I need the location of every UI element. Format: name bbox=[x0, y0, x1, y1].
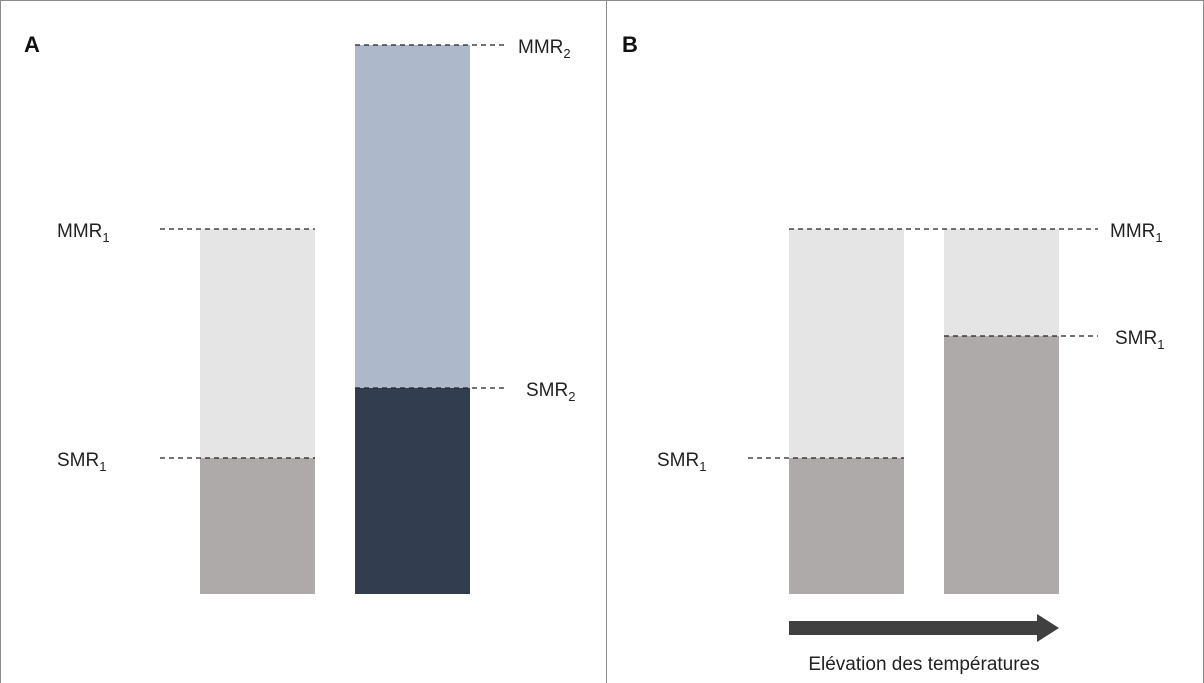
a-mmr2-label: MMR2 bbox=[518, 37, 571, 61]
panel-b: B SMR1 SMR1 MMR1 Elévation des températu… bbox=[622, 32, 1164, 675]
a-bar1-smr-segment bbox=[200, 458, 315, 594]
a-smr1-label: SMR1 bbox=[57, 450, 106, 474]
temperature-arrow bbox=[789, 614, 1059, 642]
a-smr2-label: SMR2 bbox=[526, 380, 575, 404]
panel-b-letter: B bbox=[622, 32, 638, 57]
a-bar2-mmr-segment bbox=[355, 45, 470, 388]
b-bar1-mmr-segment bbox=[789, 229, 904, 458]
b-bar2-smr-segment bbox=[944, 336, 1059, 594]
b-bar1-smr-segment bbox=[789, 458, 904, 594]
panel-a-letter: A bbox=[24, 32, 40, 57]
a-bar2-smr-segment bbox=[355, 388, 470, 594]
arrow-head bbox=[1037, 614, 1059, 642]
b-mmr-label: MMR1 bbox=[1110, 221, 1163, 245]
panel-a: A MMR1 SMR1 MMR2 SMR2 bbox=[24, 32, 575, 594]
b-smr-left-label: SMR1 bbox=[657, 450, 706, 474]
arrow-caption: Elévation des températures bbox=[808, 654, 1039, 675]
arrow-shaft bbox=[789, 621, 1039, 635]
a-bar1-mmr-segment bbox=[200, 229, 315, 458]
b-bar2-mmr-segment bbox=[944, 229, 1059, 336]
b-smr-right-label: SMR1 bbox=[1115, 328, 1164, 352]
a-mmr1-label: MMR1 bbox=[57, 221, 110, 245]
